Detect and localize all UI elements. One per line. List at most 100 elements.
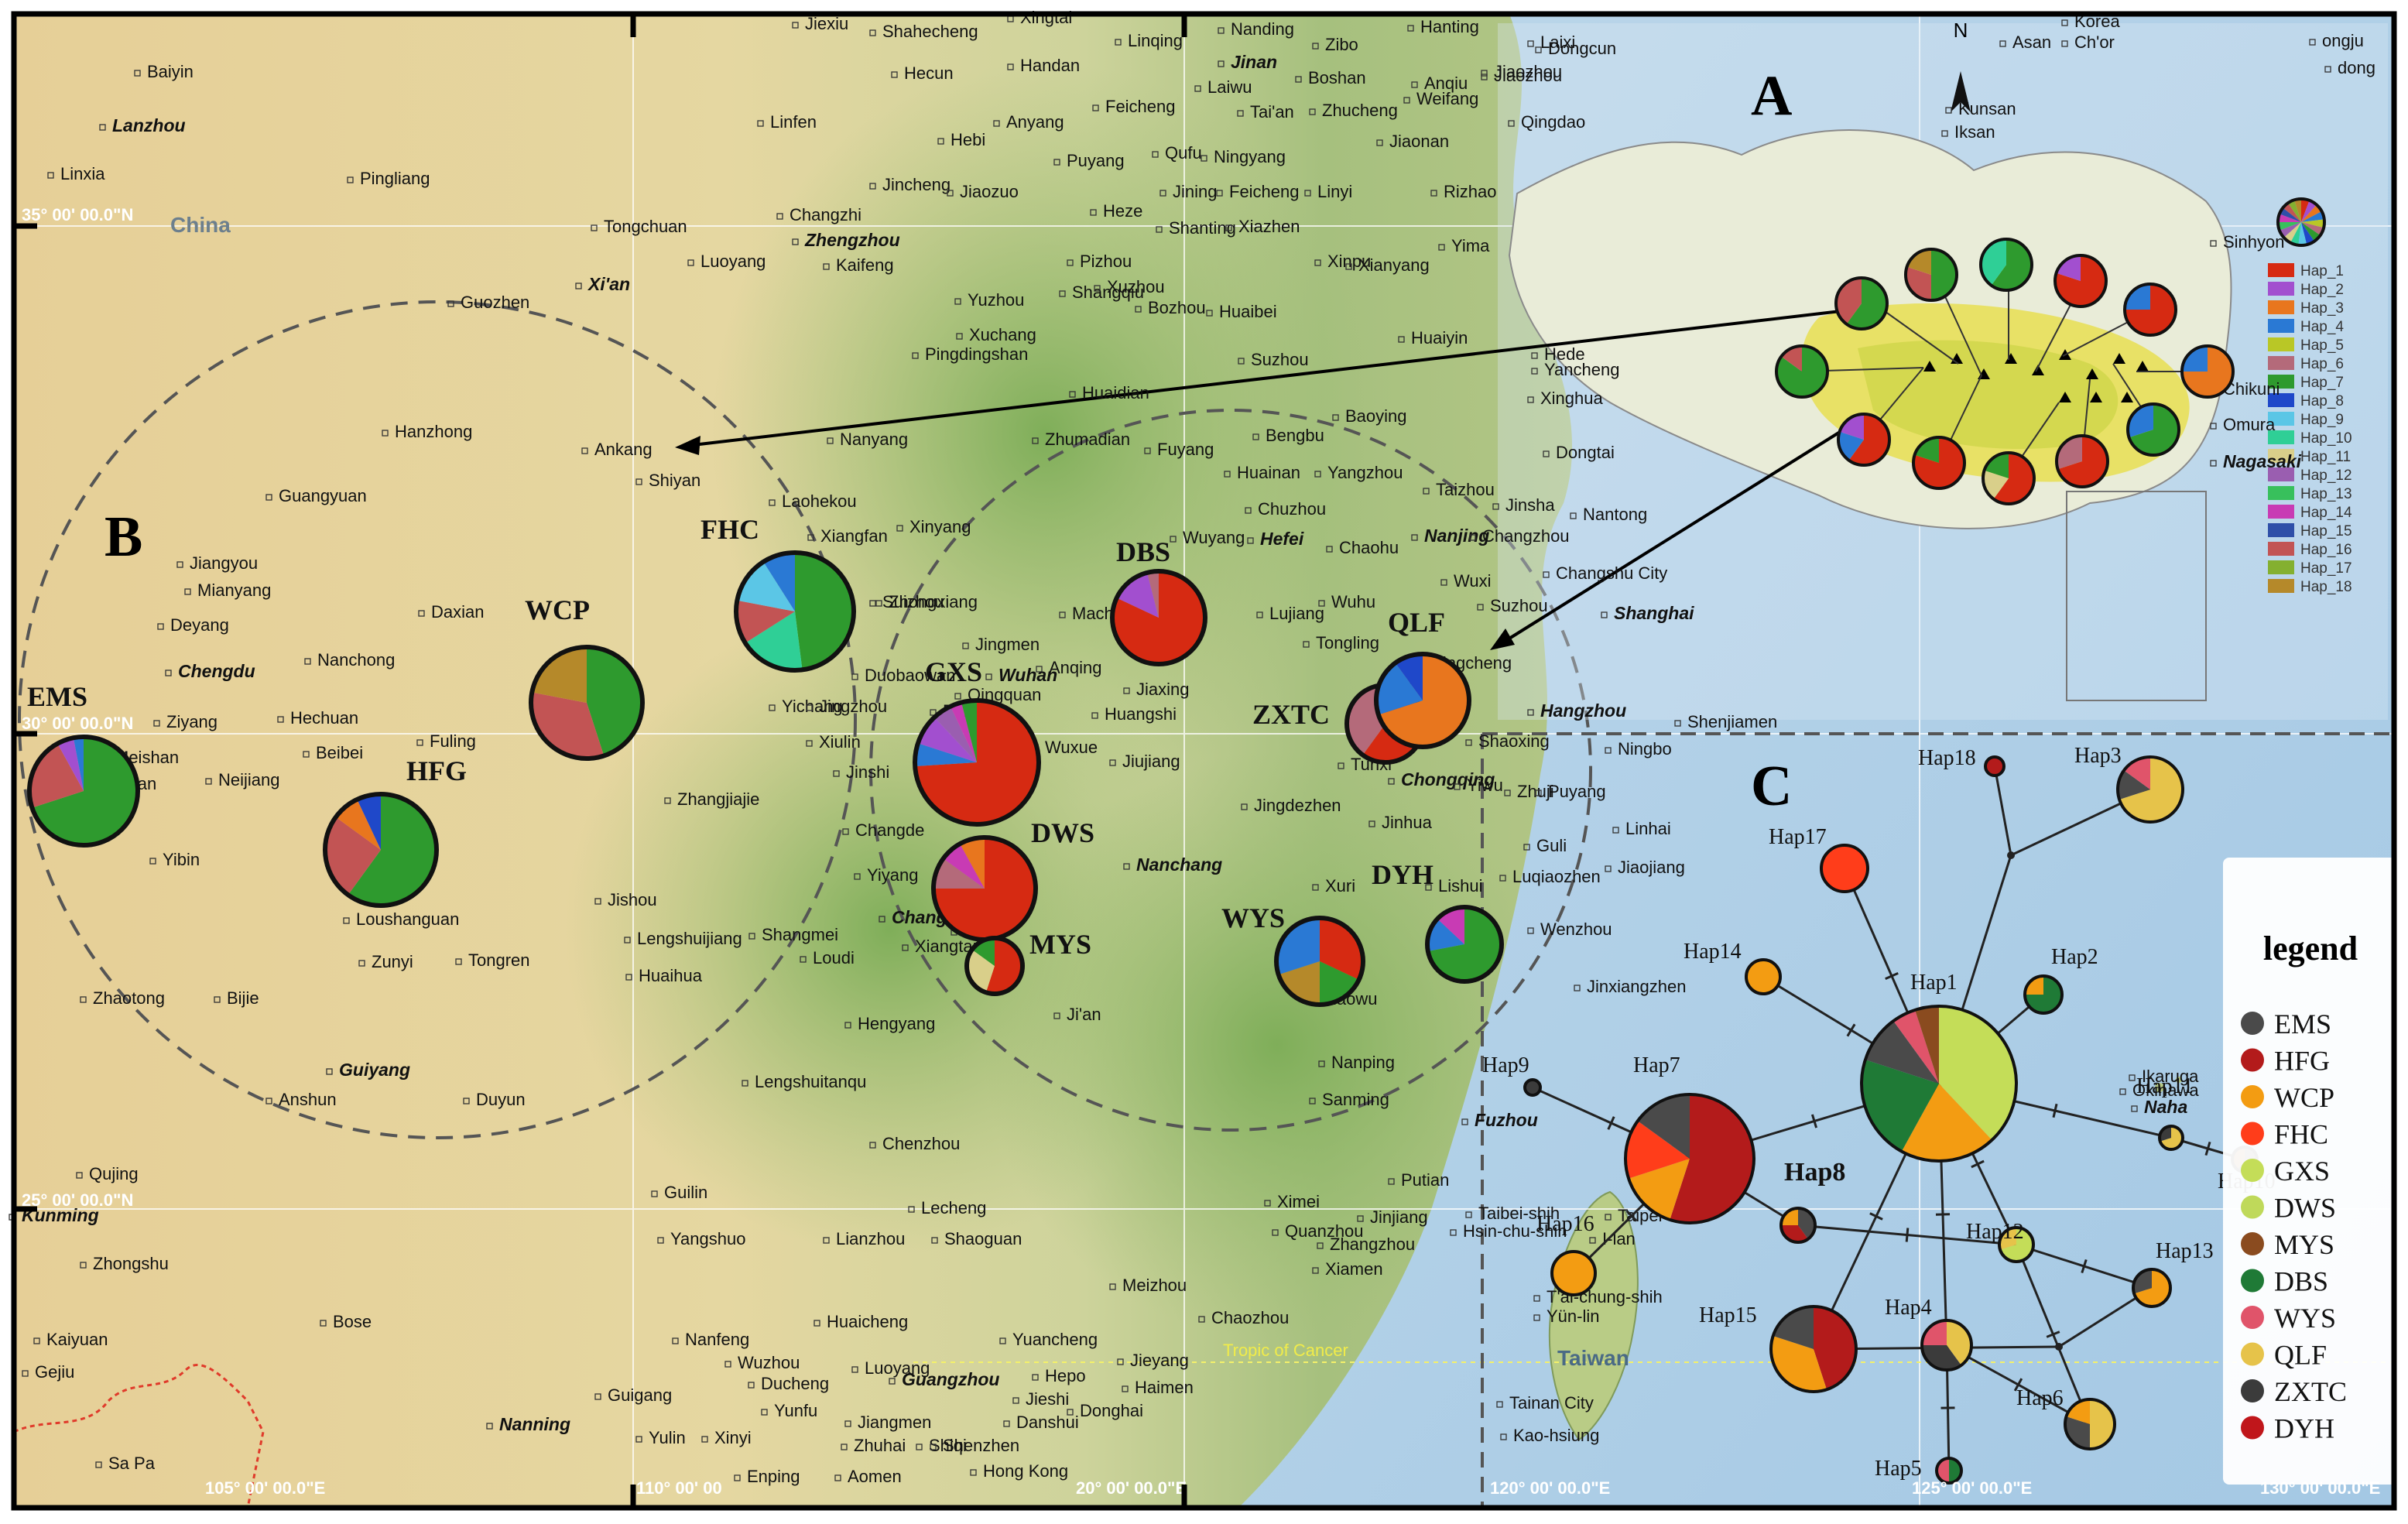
city-label: Duobaowan (865, 666, 955, 685)
inset-box (2066, 491, 2207, 701)
mutation-tick (2046, 1331, 2060, 1338)
inset-pie-slice (1984, 453, 2009, 478)
city-label: Iksan (1954, 122, 1995, 142)
inset-pie (1979, 238, 2033, 292)
site-pie-gxs-slice (915, 700, 1039, 824)
site-label-hfg: HFG (406, 755, 467, 786)
site-label-zxtc: ZXTC (1252, 699, 1330, 730)
city-label: Naha (2144, 1097, 2187, 1117)
inset-pie-slice (2283, 222, 2301, 243)
hap-node-hap4-slice (1947, 1320, 1971, 1365)
inset-pie-slice (2125, 284, 2150, 310)
mutation-tick (1971, 1159, 1985, 1169)
city-label: Linhai (1625, 819, 1671, 838)
hap-node-hap17-slice (1821, 845, 1868, 892)
city-label: Qingdao (1521, 112, 1585, 132)
site-pie-hfg-slice (348, 794, 437, 906)
city-label: Jining (1173, 182, 1217, 201)
hap-node-hap15-slice (1771, 1336, 1827, 1392)
city-label: Duyun (476, 1090, 526, 1109)
city-label: Mianyang (197, 580, 271, 600)
inset-pie-slice (2301, 222, 2321, 241)
site-pie-gxs-slice (917, 717, 977, 762)
mutation-tick (1869, 1212, 1883, 1221)
panel-letter-a: A (1751, 64, 1792, 128)
city-label: Jinxiangzhen (1587, 977, 1686, 996)
legend-label-dws: DWS (2274, 1193, 2336, 1224)
hap-legend: Hap_1 Hap_2 Hap_3 Hap_4 Hap_5 Hap_6 Hap_7 Hap_8… (2268, 263, 2352, 595)
city-label: Chaohu (1339, 538, 1399, 557)
inset-pie-slice (2279, 222, 2301, 238)
legend-label-fhc: FHC (2274, 1119, 2328, 1150)
hap-node-hap2 (2023, 974, 2064, 1015)
city-label: Anshun (279, 1090, 337, 1109)
inset-pie (2055, 434, 2109, 488)
city-label: Zhumadian (1045, 430, 1130, 449)
site-pie-dyh-slice (1427, 907, 1502, 981)
site-pie-fhc-slice (795, 553, 854, 670)
inset-pie-slice (2301, 222, 2324, 236)
site-pie-ems-slice (32, 737, 138, 845)
north-arrow-label: N (1954, 19, 1968, 42)
city-label: Xinghua (1540, 389, 1604, 408)
city-label: Xiazhen (1238, 217, 1300, 236)
hap-legend-label: Hap_4 (2300, 319, 2344, 335)
inset-pie (2053, 254, 2108, 308)
city-label: Anyang (1006, 112, 1064, 132)
network-edge (1993, 765, 2012, 856)
city-label: Loushanguan (356, 909, 459, 929)
site-pie-qlf-slice (1395, 654, 1423, 700)
city-label: Zhongxiang (889, 592, 978, 611)
city-label: Meizhou (1122, 1276, 1187, 1295)
inset-pie-slice (1983, 470, 2009, 499)
site-label-mys: MYS (1029, 929, 1091, 960)
legend-swatch-qlf (2241, 1342, 2264, 1366)
city-label: Jiujiang (1122, 752, 1180, 771)
hap-legend-swatch (2268, 430, 2294, 444)
hap-node-hap15-slice (1814, 1307, 1856, 1390)
hap-node-hap11 (2158, 1125, 2184, 1151)
city-label: Nanchong (317, 650, 395, 670)
lat-label-35: 35° 00' 00.0"N (22, 205, 133, 224)
city-label: Linxia (60, 164, 105, 183)
site-pies: ZXTC QLF EMS HFG WCP FHC GXS DBS DWS MYS WYS DYH (27, 514, 1504, 1007)
city-label: Chenzhou (882, 1134, 960, 1153)
inset-pie-slice (2301, 204, 2322, 222)
hap-node-hap7 (1624, 1093, 1755, 1224)
lon-label-110: 110° 00' 00 (636, 1478, 722, 1498)
city-label: Sanming (1322, 1090, 1389, 1109)
city-label: Jieshi (1026, 1389, 1069, 1409)
city-label: Chuzhou (1258, 499, 1326, 519)
city-label: Ikaruga (2142, 1067, 2199, 1086)
city-label: Shiyan (649, 471, 700, 490)
region-label-taiwan: Taiwan (1557, 1346, 1629, 1370)
city-label: Feicheng (1105, 97, 1176, 116)
cluster-circle-west (18, 300, 857, 1139)
inset-pie-slice (2283, 203, 2301, 222)
city-label: Zhucheng (1322, 101, 1398, 120)
lon-label-120: 120° 00' 00.0"E (1490, 1478, 1610, 1498)
inset-pie-slice (1848, 414, 1889, 465)
hap-node-hap18-slice (1985, 757, 2004, 776)
city-label: Danshui (1016, 1413, 1079, 1432)
city-label: Anqing (1049, 658, 1102, 677)
city-label: Baiyin (147, 62, 194, 81)
mutation-tick (1935, 1213, 1951, 1216)
city-label: Wuxue (1045, 738, 1098, 757)
hap-node-hap1-slice (1915, 1006, 1939, 1084)
hap-node-hap16 (1550, 1250, 1597, 1296)
hap-legend-swatch (2268, 319, 2294, 333)
arrowhead-east-icon (1490, 628, 1515, 650)
city-label: Jiaojiang (1618, 858, 1685, 877)
hap-node-hap6-slice (2090, 1399, 2115, 1449)
hap-legend-swatch (2268, 505, 2294, 519)
city-label: Huaibei (1219, 302, 1277, 321)
hap-node-hap7-slice (1637, 1094, 1690, 1159)
site-pie-gxs (913, 698, 1041, 827)
hap-node-hap18 (1984, 755, 2006, 777)
site-label-dbs: DBS (1116, 536, 1170, 567)
hap-legend-label: Hap_13 (2300, 486, 2352, 502)
city-label: Xiamen (1325, 1259, 1383, 1279)
hap-legend-label: Hap_12 (2300, 467, 2352, 484)
